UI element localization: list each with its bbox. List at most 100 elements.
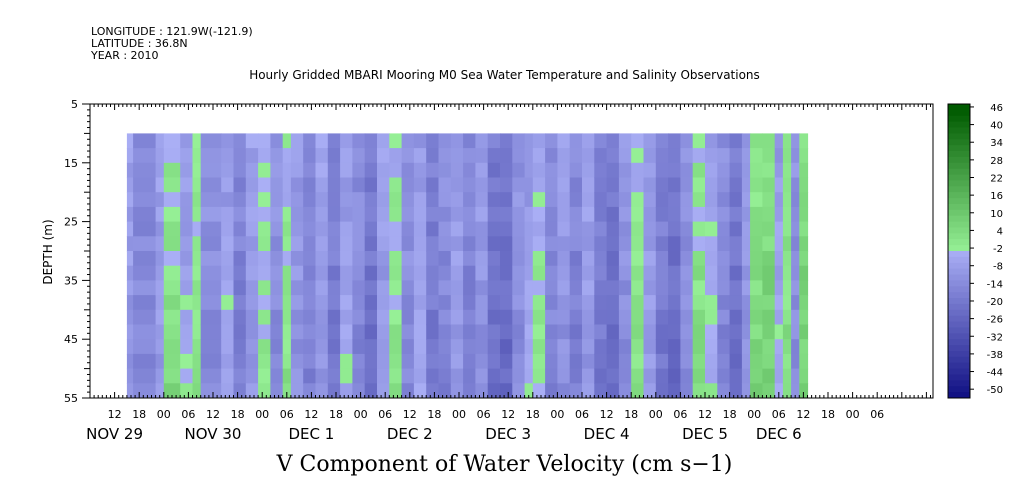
heatmap-cell — [750, 251, 763, 267]
heatmap-cell — [126, 309, 134, 326]
heatmap-cell — [594, 383, 608, 398]
heatmap-cell — [438, 177, 452, 193]
heatmap-cell — [413, 192, 427, 208]
heatmap-cell — [245, 177, 259, 193]
heatmap-cell — [315, 383, 329, 398]
colorbar-swatch — [948, 327, 970, 334]
heatmap-cell — [524, 353, 534, 370]
heatmap-cell — [163, 162, 181, 179]
x-hour-label: 06 — [181, 408, 195, 421]
heatmap-cell — [192, 148, 202, 164]
heatmap-cell — [512, 206, 526, 223]
heatmap-cell — [569, 221, 583, 237]
x-axis-label: V Component of Water Velocity (cm s−1) — [276, 452, 733, 477]
heatmap-cell — [532, 324, 546, 340]
heatmap-cell — [233, 309, 247, 326]
heatmap-cell — [340, 236, 353, 252]
heatmap-cell — [717, 236, 731, 252]
heatmap-cell — [782, 192, 792, 208]
heatmap-cell — [282, 324, 292, 340]
heatmap-cell — [438, 236, 452, 252]
heatmap-cell — [741, 192, 751, 208]
heatmap-cell — [594, 339, 608, 355]
heatmap-cell — [582, 265, 595, 281]
heatmap-cell — [655, 265, 669, 281]
heatmap-cell — [500, 324, 513, 340]
heatmap-cell — [126, 162, 134, 179]
heatmap-cell — [221, 368, 235, 384]
heatmap-cell — [126, 368, 134, 384]
heatmap-cell — [352, 383, 366, 398]
heatmap-cell — [401, 383, 415, 398]
colorbar-swatch — [948, 162, 970, 170]
x-hour-label: 18 — [427, 408, 441, 421]
colorbar-swatch — [948, 362, 970, 369]
heatmap-cell — [741, 295, 751, 311]
heatmap-cell — [729, 265, 743, 281]
heatmap-cell — [426, 265, 440, 281]
heatmap-cell — [426, 236, 440, 252]
heatmap-cell — [475, 324, 489, 340]
heatmap-cell — [303, 148, 317, 164]
colorbar-swatch — [948, 239, 970, 246]
colorbar-tick-label: -50 — [987, 385, 1003, 396]
heatmap-cell — [692, 324, 706, 340]
colorbar-swatch — [948, 168, 970, 175]
heatmap-cell — [438, 148, 452, 164]
heatmap-cell — [729, 162, 743, 179]
heatmap-cell — [774, 324, 784, 340]
heatmap-cell — [643, 265, 657, 281]
heatmap-cell — [163, 236, 181, 252]
heatmap-cell — [426, 221, 440, 237]
heatmap-cell — [631, 309, 645, 326]
heatmap-cell — [315, 236, 329, 252]
heatmap-cell — [401, 236, 415, 252]
heatmap-cell — [791, 324, 800, 340]
heatmap-cell — [729, 148, 743, 164]
colorbar-swatch — [948, 280, 970, 287]
heatmap-cell — [741, 353, 751, 370]
heatmap-cell — [741, 280, 751, 296]
heatmap-cell — [233, 162, 247, 179]
heatmap-cell — [200, 236, 222, 252]
x-hour-label: 12 — [796, 408, 810, 421]
heatmap-cell — [741, 221, 751, 237]
heatmap-cell — [377, 295, 390, 311]
heatmap-cell — [594, 206, 608, 223]
x-hour-label: 00 — [550, 408, 564, 421]
heatmap-cell — [389, 236, 403, 252]
heatmap-cell — [401, 251, 415, 267]
heatmap-cell — [315, 162, 329, 179]
heatmap-cell — [221, 206, 235, 223]
heatmap-cell — [729, 295, 743, 311]
heatmap-cell — [327, 309, 341, 326]
colorbar-swatch — [948, 192, 970, 199]
heatmap-cell — [463, 383, 476, 398]
heatmap-cell — [413, 383, 427, 398]
heatmap-cell — [133, 324, 157, 340]
heatmap-cell — [163, 192, 181, 208]
heatmap-cell — [401, 162, 415, 179]
heatmap-cell — [133, 295, 157, 311]
heatmap-cell — [327, 353, 341, 370]
heatmap-cell — [290, 133, 304, 149]
colorbar-swatch — [948, 245, 970, 252]
heatmap-cell — [545, 162, 558, 179]
heatmap-cell — [126, 295, 134, 311]
heatmap-cell — [389, 295, 403, 311]
heatmap-cell — [155, 177, 165, 193]
heatmap-cell — [487, 265, 501, 281]
heatmap-cell — [774, 192, 784, 208]
heatmap-cell — [606, 368, 620, 384]
heatmap-cell — [377, 324, 390, 340]
heatmap-cell — [401, 368, 415, 384]
heatmap-cell — [133, 236, 157, 252]
heatmap-cell — [680, 192, 694, 208]
heatmap-cell — [729, 383, 743, 398]
heatmap-cell — [290, 206, 304, 223]
heatmap-cell — [303, 280, 317, 296]
heatmap-cell — [389, 280, 403, 296]
heatmap-cell — [438, 192, 452, 208]
heatmap-cell — [258, 353, 271, 370]
heatmap-cell — [364, 324, 378, 340]
